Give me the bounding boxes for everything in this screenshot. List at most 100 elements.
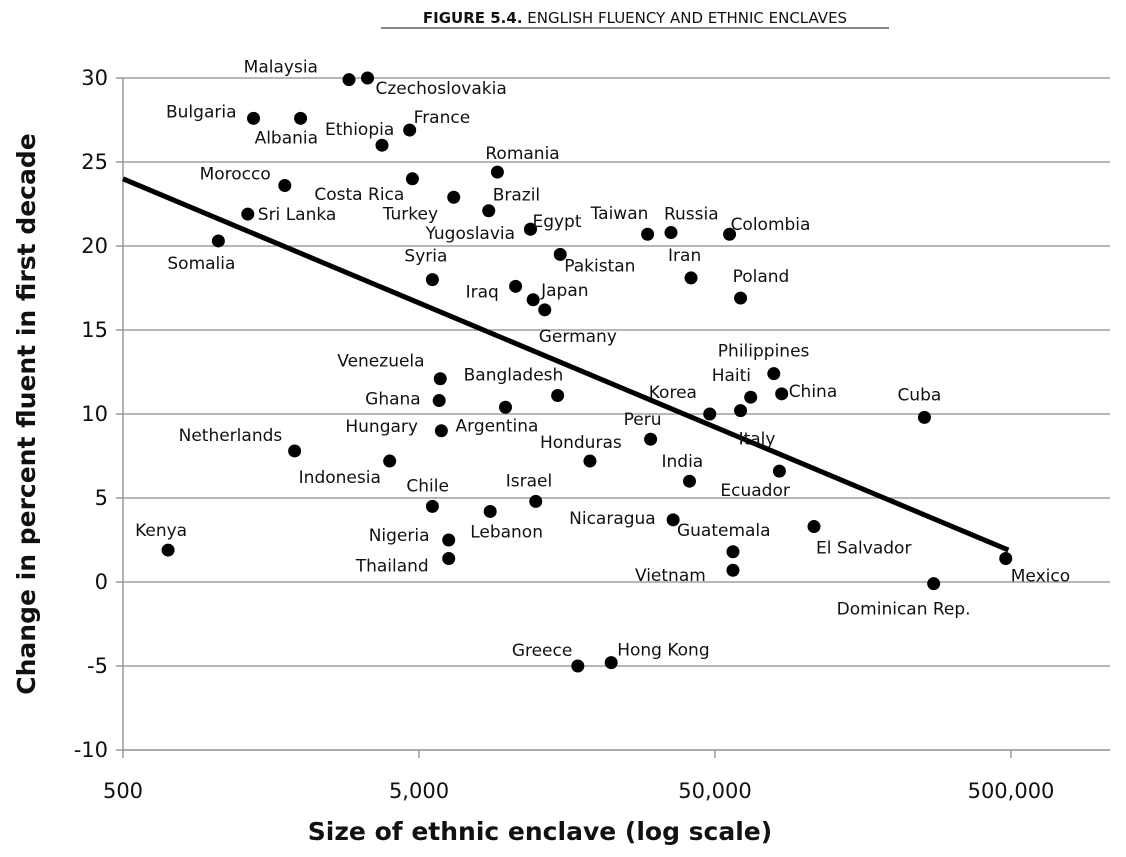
point-israel: [529, 494, 543, 508]
label-india: India: [661, 452, 703, 472]
label-indonesia: Indonesia: [299, 468, 381, 488]
label-israel: Israel: [506, 471, 552, 491]
label-colombia: Colombia: [731, 215, 811, 235]
label-taiwan: Taiwan: [590, 204, 649, 224]
point-russia: [664, 226, 678, 240]
label-venezuela: Venezuela: [337, 352, 424, 372]
point-chile: [425, 499, 439, 513]
label-morocco: Morocco: [200, 165, 271, 185]
point-colombia: [723, 227, 737, 241]
tick-labels: -10 -5 0 5 10 15 20 25 30 500 5,000 50,000 500,000: [74, 66, 1055, 803]
point-turkey: [447, 190, 461, 204]
point-thailand: [442, 551, 456, 565]
point-romania: [490, 165, 504, 179]
label-russia: Russia: [664, 205, 719, 225]
y-tick-label: 0: [95, 570, 108, 594]
label-cuba: Cuba: [897, 385, 941, 405]
point-peru: [644, 432, 658, 446]
label-japan: Japan: [540, 281, 588, 301]
y-tick-label: 15: [81, 318, 108, 342]
label-bangladesh: Bangladesh: [464, 366, 564, 386]
point-netherlands: [288, 444, 302, 458]
label-turkey: Turkey: [382, 204, 438, 224]
x-tick-label: 50,000: [678, 779, 751, 803]
point-indonesia: [383, 454, 397, 468]
label-peru: Peru: [624, 410, 662, 430]
label-honduras: Honduras: [540, 433, 622, 453]
point-vietnam: [726, 563, 740, 577]
point-kenya: [161, 543, 175, 557]
point-korea: [703, 407, 717, 421]
point-lebanon: [483, 504, 497, 518]
x-tick-label: 500: [103, 779, 143, 803]
label-greece: Greece: [512, 641, 573, 661]
label-czechoslovakia: Czechoslovakia: [376, 79, 507, 99]
y-tick-label: 20: [81, 234, 108, 258]
figure-title-prefix: FIGURE 5.4.: [423, 9, 523, 27]
point-nicaragua: [666, 513, 680, 527]
label-ethiopia: Ethiopia: [325, 120, 394, 140]
point-germany: [538, 303, 552, 317]
point-poland: [734, 291, 748, 305]
label-albania: Albania: [255, 128, 318, 148]
y-tick-label: 25: [81, 150, 108, 174]
point-costa-rica: [405, 172, 419, 186]
label-iraq: Iraq: [466, 282, 499, 302]
label-chile: Chile: [406, 476, 449, 496]
point-argentina: [499, 400, 513, 414]
point-labels: Malaysia Czechoslovakia Bulgaria Albania Eth…: [135, 58, 1070, 661]
point-nigeria: [442, 533, 456, 547]
label-el-salvador: El Salvador: [816, 539, 911, 559]
point-guatemala: [726, 545, 740, 559]
label-sri-lanka: Sri Lanka: [258, 205, 337, 225]
label-brazil: Brazil: [493, 186, 540, 206]
point-italy: [734, 404, 748, 418]
label-nicaragua: Nicaragua: [569, 509, 656, 529]
point-morocco: [278, 179, 292, 193]
label-egypt: Egypt: [532, 212, 581, 232]
y-tick-label: 10: [81, 402, 108, 426]
point-ethiopia: [375, 138, 389, 152]
label-bulgaria: Bulgaria: [166, 102, 237, 122]
point-mexico: [999, 551, 1013, 565]
point-bangladesh: [551, 389, 565, 403]
label-romania: Romania: [485, 144, 559, 164]
point-albania: [294, 111, 308, 125]
y-tick-label: 5: [95, 486, 108, 510]
point-taiwan: [641, 227, 655, 241]
label-mexico: Mexico: [1011, 566, 1070, 586]
point-malaysia: [342, 73, 356, 87]
figure-title: FIGURE 5.4. ENGLISH FLUENCY AND ETHNIC E…: [423, 9, 847, 27]
label-ecuador: Ecuador: [720, 481, 789, 501]
label-yugoslavia: Yugoslavia: [424, 224, 515, 244]
point-bulgaria: [247, 111, 261, 125]
label-lebanon: Lebanon: [470, 522, 543, 542]
point-el-salvador: [807, 520, 821, 534]
label-italy: Italy: [739, 430, 776, 450]
label-france: France: [414, 108, 471, 128]
label-iran: Iran: [668, 246, 701, 266]
point-somalia: [211, 234, 225, 248]
label-nigeria: Nigeria: [369, 526, 430, 546]
x-axis-label: Size of ethnic enclave (log scale): [308, 817, 772, 846]
point-syria: [425, 273, 439, 287]
point-france: [403, 123, 417, 137]
label-thailand: Thailand: [355, 556, 429, 576]
label-china: China: [789, 382, 838, 402]
point-haiti: [744, 390, 758, 404]
point-brazil: [482, 204, 496, 218]
point-hungary: [434, 424, 448, 438]
axes: [116, 77, 1110, 758]
point-greece: [571, 659, 585, 673]
label-guatemala: Guatemala: [677, 521, 771, 541]
figure-title-text: ENGLISH FLUENCY AND ETHNIC ENCLAVES: [527, 9, 847, 27]
point-egypt: [523, 222, 537, 236]
label-korea: Korea: [649, 383, 697, 403]
point-ecuador: [772, 464, 786, 478]
label-somalia: Somalia: [167, 254, 235, 274]
label-netherlands: Netherlands: [179, 426, 283, 446]
point-iraq: [509, 279, 523, 293]
point-venezuela: [433, 372, 447, 386]
label-hungary: Hungary: [345, 417, 418, 437]
